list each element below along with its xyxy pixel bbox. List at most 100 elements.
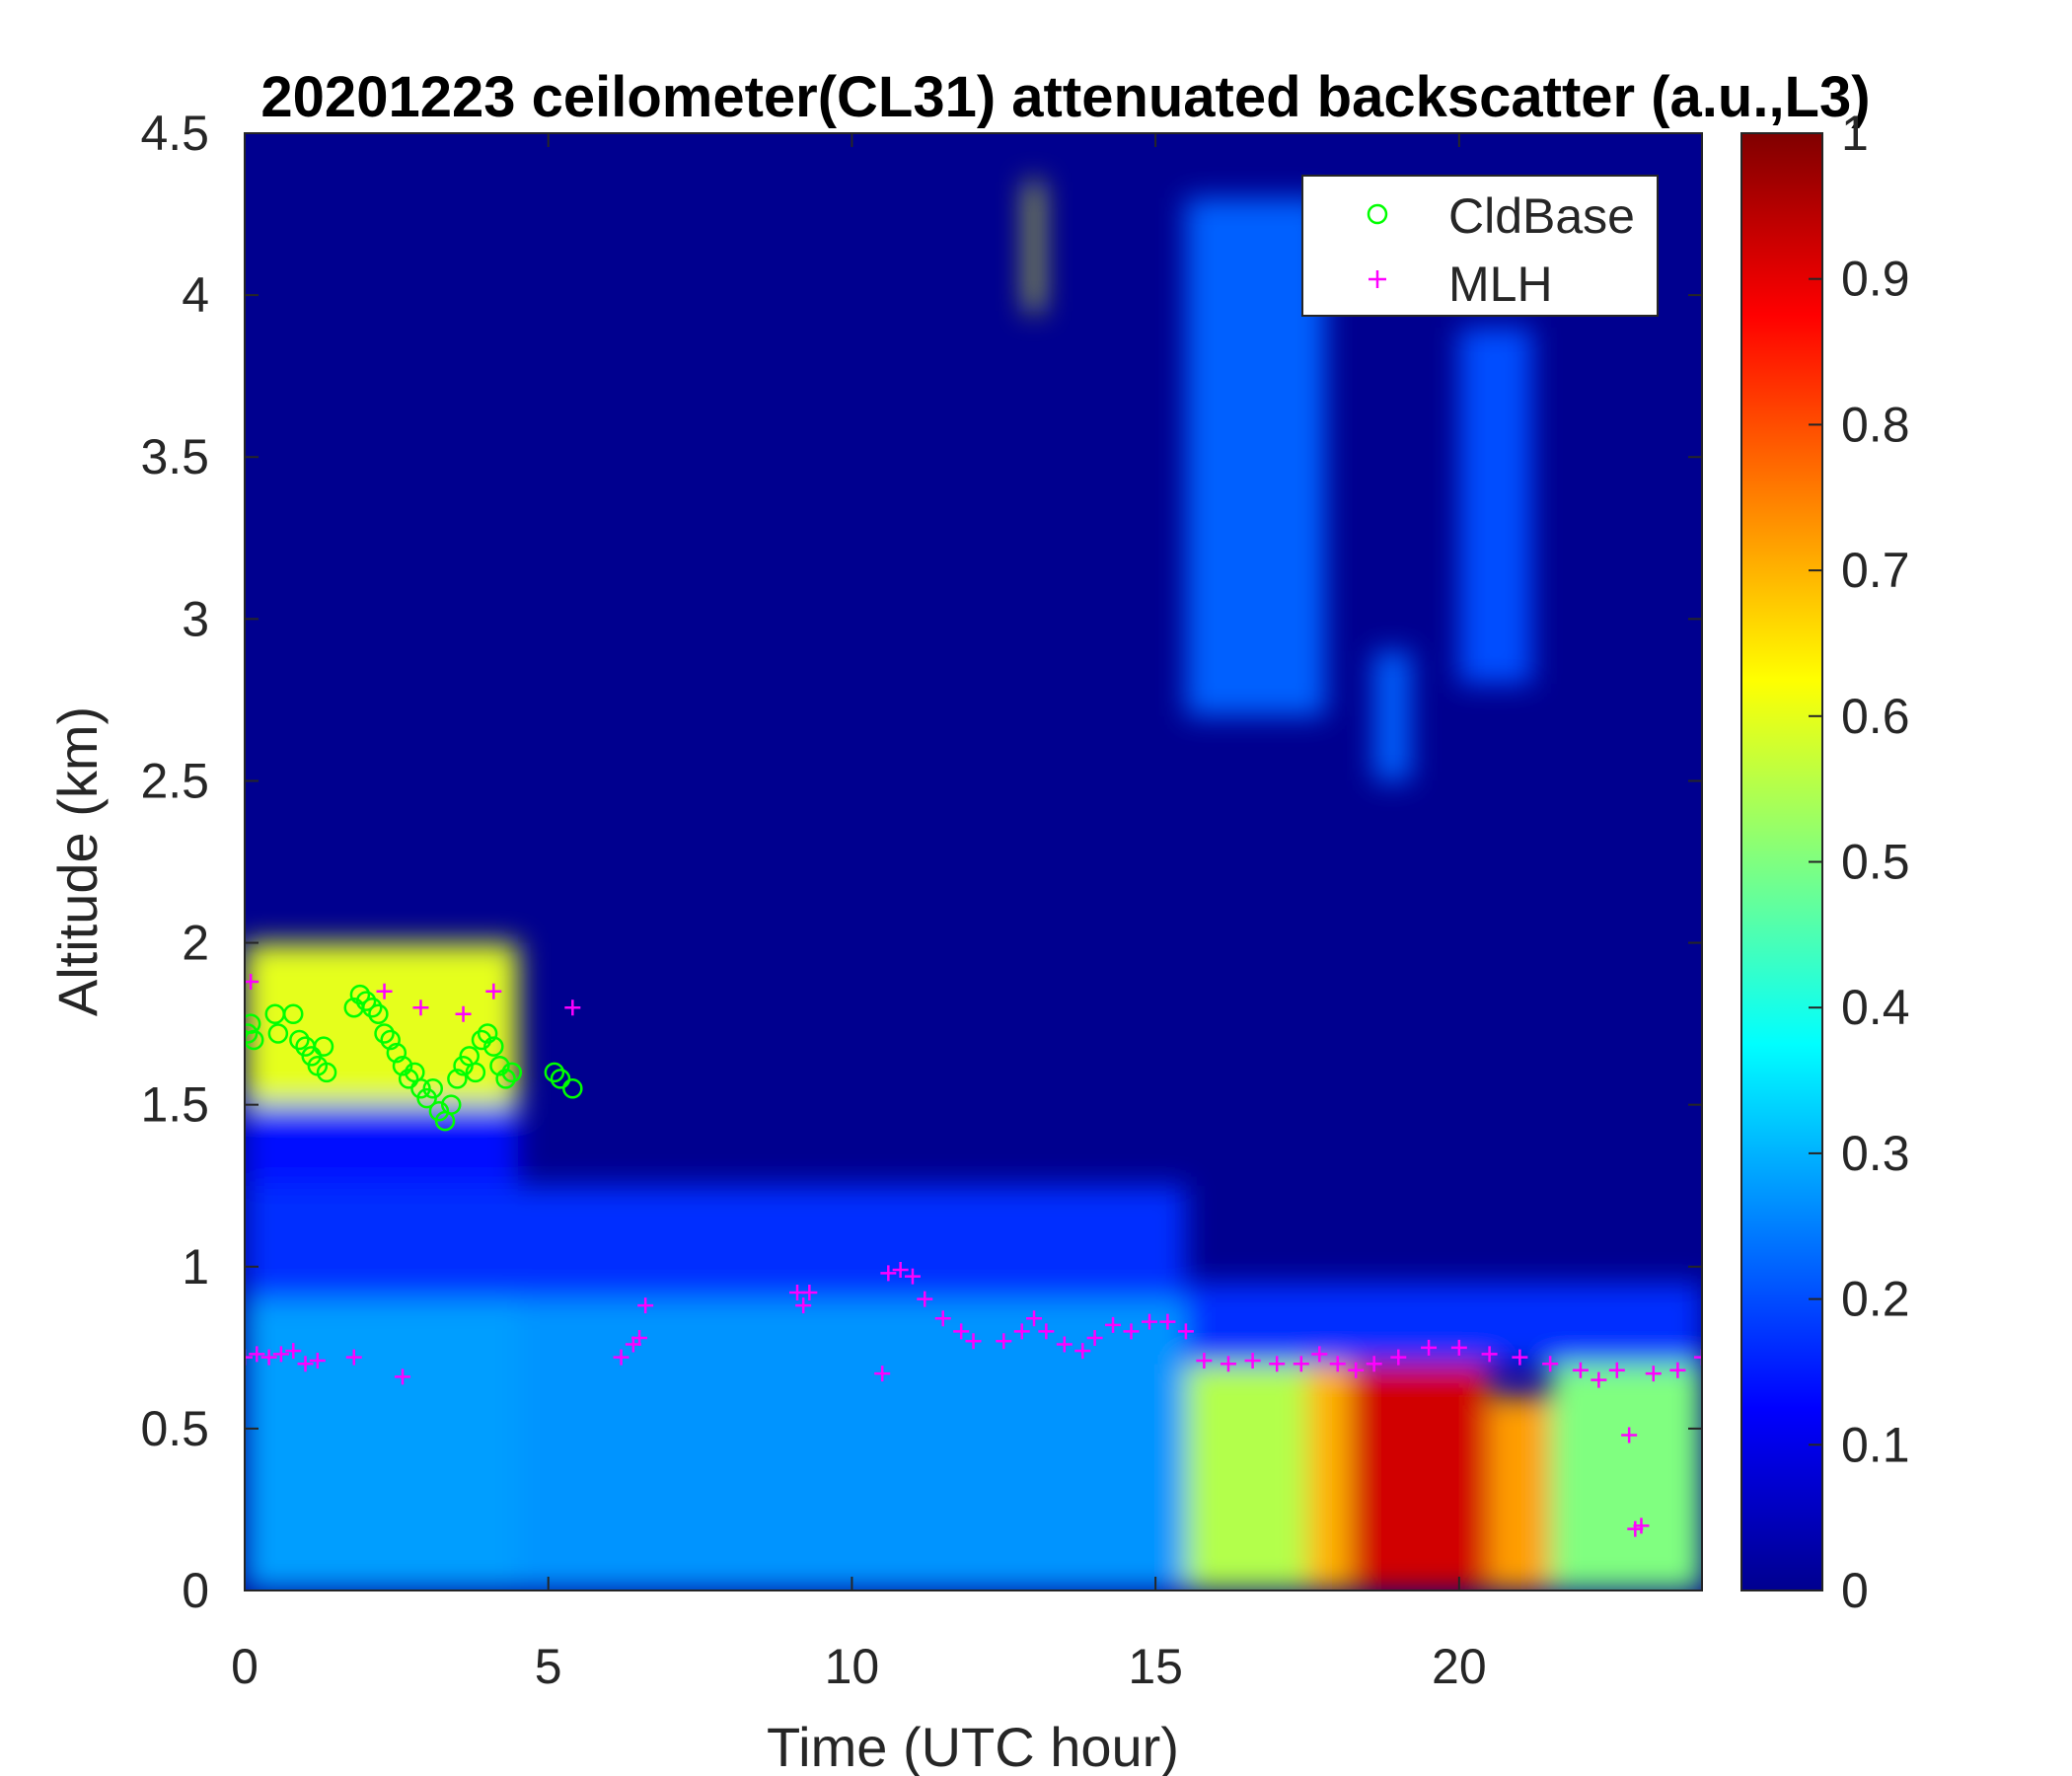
mlh-point [485, 983, 502, 999]
mlh-point [1633, 1517, 1650, 1534]
y-tick-label: 1 [182, 1239, 209, 1295]
mlh-point [1348, 1362, 1365, 1378]
mlh-point [249, 1346, 265, 1363]
x-tick-label: 10 [825, 1639, 880, 1694]
mlh-point [892, 1262, 909, 1279]
y-axis: 0 0.5 1 1.5 2 2.5 3 3.5 4 4.5 [140, 106, 1702, 1618]
backscatter-cell [1027, 182, 1041, 312]
mlh-point [874, 1366, 891, 1382]
colorbar-tick-label: 0.6 [1841, 689, 1910, 744]
mlh-point [996, 1333, 1012, 1350]
mlh-point [904, 1268, 921, 1285]
cldbase-point [267, 1023, 289, 1044]
mlh-point [1159, 1313, 1176, 1330]
mlh-point [1572, 1362, 1589, 1378]
y-tick-label: 3.5 [140, 429, 209, 484]
x-tick-label: 15 [1128, 1639, 1183, 1694]
cldbase-point [477, 1023, 498, 1044]
mlh-point [412, 999, 429, 1016]
mlh-point [1694, 1349, 1702, 1366]
plot-area [244, 132, 1703, 1591]
mlh-point [1645, 1366, 1662, 1382]
colorbar-ticks: 0 0.1 0.2 0.3 0.4 0.5 0.6 0.7 0.8 0.9 1 [1809, 106, 1910, 1618]
y-tick-label: 2.5 [140, 753, 209, 808]
cldbase-point [495, 1069, 516, 1089]
cldbase-point [489, 1056, 510, 1076]
mlh-point [260, 1349, 277, 1366]
mlh-point [637, 1297, 654, 1314]
mlh-point [1056, 1336, 1073, 1353]
mlh-point [1013, 1323, 1030, 1340]
mlh-point [1481, 1346, 1498, 1363]
cldbase-point [368, 1003, 389, 1025]
cldbase-point [550, 1069, 571, 1089]
mlh-point [1220, 1356, 1236, 1372]
cldbase-point [245, 1023, 259, 1044]
mlh-point [1038, 1323, 1055, 1340]
backscatter-heatmap [245, 182, 1702, 1591]
cldbase-point [392, 1056, 413, 1076]
mlh-point [1293, 1356, 1309, 1372]
backscatter-cell [1185, 1283, 1702, 1365]
backscatter-cell [1373, 651, 1411, 781]
mlh-point [1105, 1316, 1122, 1333]
colorbar-tick-label: 0.8 [1841, 397, 1910, 452]
mlh-point [1244, 1352, 1261, 1369]
cldbase-point [544, 1062, 565, 1083]
legend-box [1301, 175, 1659, 317]
x-tick-label: 5 [535, 1639, 562, 1694]
cldbase-point [349, 984, 371, 1005]
colorbar-tick-label: 0.7 [1841, 543, 1910, 598]
legend-cldbase-label: CldBase [1448, 188, 1635, 244]
mlh-point [1366, 1356, 1382, 1372]
mlh-point [1196, 1352, 1213, 1369]
cldbase-point [282, 1003, 304, 1025]
mlh-point [1026, 1310, 1043, 1327]
x-axis-label: Time (UTC hour) [767, 1716, 1179, 1776]
plot-frame [244, 132, 1703, 1591]
y-tick-label: 4 [182, 267, 209, 323]
legend-mlh-marker [1369, 270, 1386, 288]
mlh-point [297, 1356, 314, 1372]
colorbar-tick-label: 1 [1841, 106, 1869, 161]
y-tick-label: 1.5 [140, 1077, 209, 1133]
mlh-point [1669, 1362, 1686, 1378]
cldbase-point [440, 1094, 462, 1115]
series-layer [245, 973, 1702, 1537]
mlh-point [1311, 1346, 1328, 1363]
colorbar: 0 0.1 0.2 0.3 0.4 0.5 0.6 0.7 0.8 0.9 1 [1740, 106, 1910, 1618]
mlh-point [1074, 1343, 1091, 1360]
colorbar-tick-label: 0.3 [1841, 1126, 1910, 1181]
cldbase-point [398, 1069, 419, 1089]
cldbase-point [483, 1036, 504, 1057]
mlh-point [1329, 1356, 1346, 1372]
backscatter-cell [1489, 1396, 1551, 1591]
cldbase-point [316, 1062, 337, 1083]
mlh-point [953, 1323, 970, 1340]
cldbase-point [447, 1069, 468, 1089]
cldbase-point [562, 1078, 583, 1099]
mlh-point [1450, 1339, 1467, 1356]
colorbar-tick-label: 0.1 [1841, 1417, 1910, 1472]
cldbase-point [380, 1029, 401, 1051]
mlh-point [272, 1346, 289, 1363]
backscatter-cell [1458, 327, 1532, 684]
mlh-point [376, 983, 393, 999]
mlh-point [1269, 1356, 1286, 1372]
y-tick-label: 4.5 [140, 106, 209, 161]
mlh-point [631, 1329, 648, 1346]
cldbase-point [465, 1062, 486, 1083]
mlh-point [309, 1352, 326, 1369]
mlh-point [1608, 1362, 1625, 1378]
mlh-point [1621, 1427, 1638, 1443]
mlh-point [395, 1369, 411, 1385]
mlh-point [1390, 1349, 1407, 1366]
colorbar-tick-label: 0 [1841, 1563, 1869, 1618]
mlh-point [1591, 1371, 1607, 1388]
cldbase-point [355, 991, 377, 1011]
y-tick-label: 3 [182, 591, 209, 646]
backscatter-cell [1550, 1364, 1702, 1591]
colorbar-tick-label: 0.2 [1841, 1272, 1910, 1327]
mlh-point [965, 1333, 982, 1350]
mlh-point [1141, 1313, 1157, 1330]
